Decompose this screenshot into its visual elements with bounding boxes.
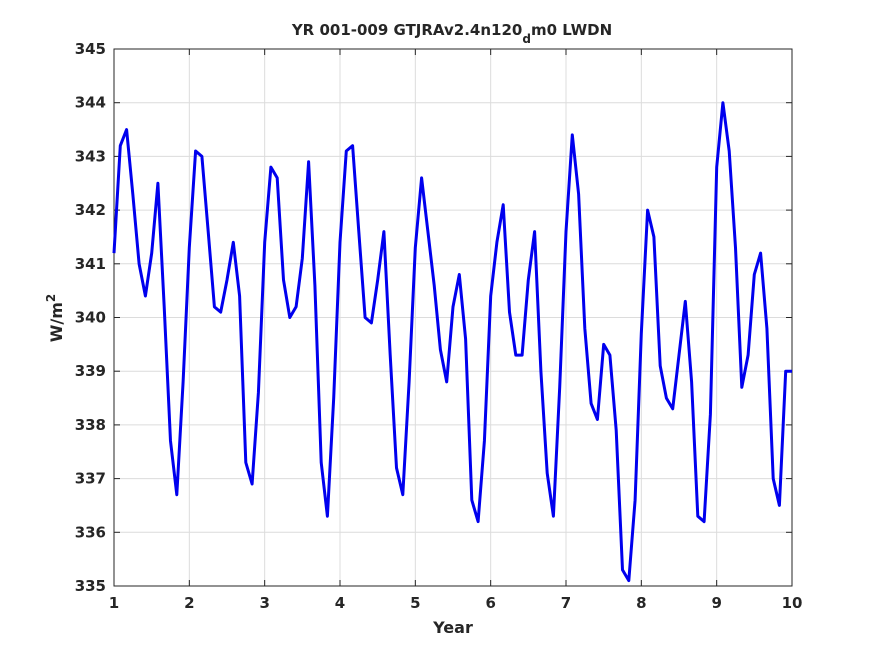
y-axis-ticks: 335 336 337 338 339 340 341 342 343 344 345: [75, 40, 792, 595]
y-tick-label: 335: [75, 577, 106, 595]
y-tick-label: 337: [75, 470, 106, 488]
y-tick-label: 338: [75, 416, 106, 434]
x-tick-label: 5: [410, 594, 420, 612]
x-axis-label: Year: [432, 618, 473, 637]
x-tick-label: 9: [711, 594, 721, 612]
y-tick-label: 343: [75, 147, 106, 165]
y-tick-label: 341: [75, 255, 106, 273]
series-line: [112, 101, 792, 583]
x-tick-label: 4: [335, 594, 345, 612]
x-tick-label: 6: [485, 594, 495, 612]
y-tick-label: 339: [75, 362, 106, 380]
x-tick-label: 3: [259, 594, 269, 612]
y-tick-label: 340: [75, 309, 106, 327]
y-tick-label: 336: [75, 523, 106, 541]
y-tick-label: 345: [75, 40, 106, 58]
y-tick-label: 342: [75, 201, 106, 219]
y-axis-label: W/m2: [44, 294, 66, 343]
x-tick-label: 2: [184, 594, 194, 612]
chart-title: YR 001-009 GTJRAv2.4n120dm0 LWDN: [291, 21, 612, 46]
x-tick-label: 7: [561, 594, 571, 612]
x-tick-label: 1: [109, 594, 119, 612]
x-tick-label: 8: [636, 594, 646, 612]
x-axis-ticks: 1 2 3 4 5 6 7 8 9 10: [109, 49, 803, 612]
y-tick-label: 344: [75, 94, 106, 112]
x-tick-label: 10: [782, 594, 803, 612]
